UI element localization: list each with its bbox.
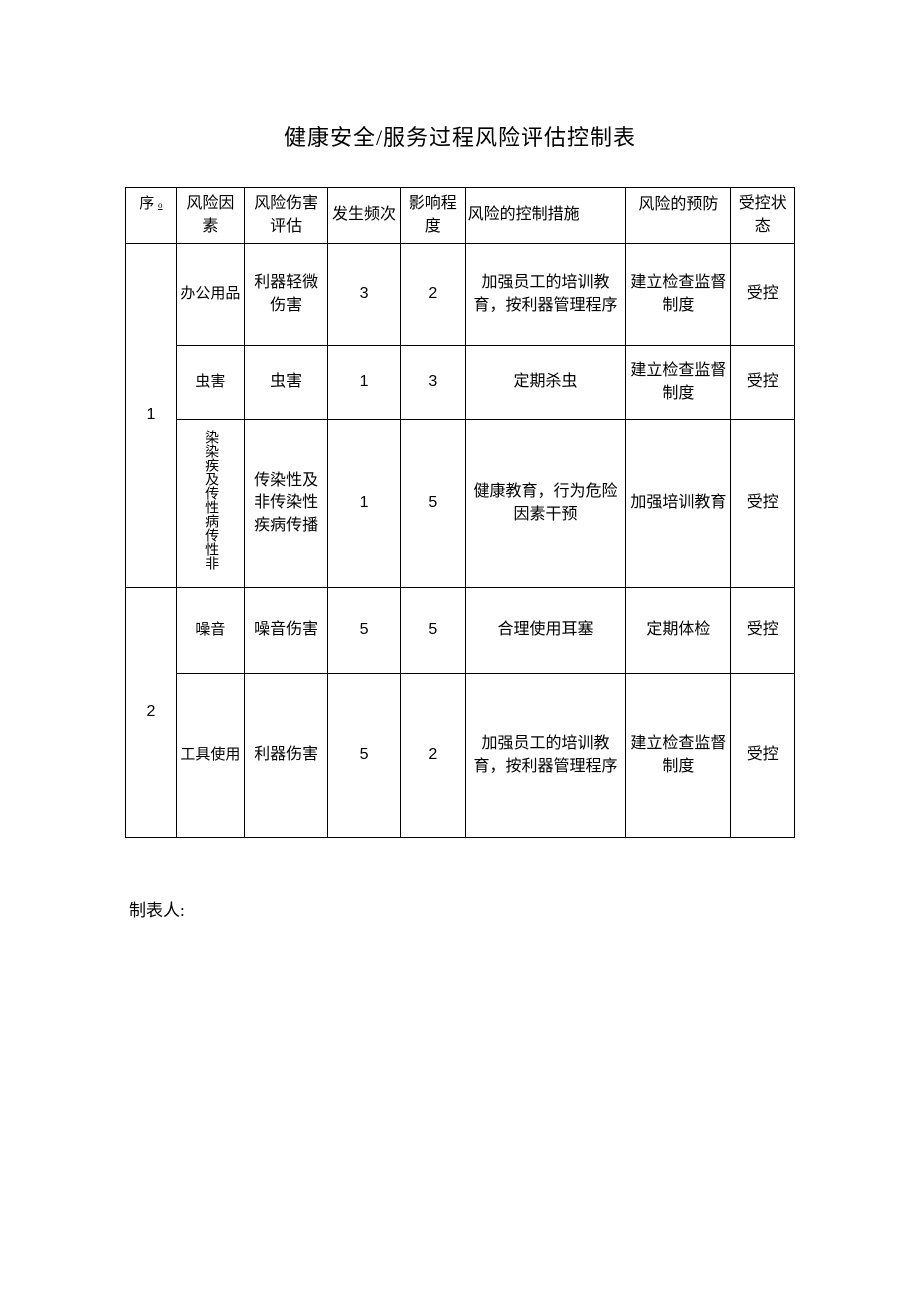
freq-cell: 5	[328, 588, 401, 674]
prevent-cell: 加强培训教育	[626, 420, 731, 588]
control-cell: 加强员工的培训教育，按利器管理程序	[465, 244, 626, 346]
seq-cell: 1	[126, 244, 177, 588]
table-row: 2 噪音 噪音伤害 5 5 合理使用耳塞 定期体检 受控	[126, 588, 795, 674]
control-cell: 加强员工的培训教育，按利器管理程序	[465, 674, 626, 838]
status-cell: 受控	[731, 588, 795, 674]
impact-cell: 3	[400, 346, 465, 420]
freq-cell: 3	[328, 244, 401, 346]
status-cell: 受控	[731, 346, 795, 420]
control-cell: 定期杀虫	[465, 346, 626, 420]
factor-cell: 噪音	[176, 588, 244, 674]
footer-author-label: 制表人:	[125, 896, 795, 921]
seq-cell: 2	[126, 588, 177, 838]
impact-cell: 5	[400, 588, 465, 674]
assess-cell: 利器伤害	[244, 674, 327, 838]
col-header-seq: 序 o	[126, 188, 177, 244]
status-cell: 受控	[731, 674, 795, 838]
control-cell: 健康教育，行为危险因素干预	[465, 420, 626, 588]
prevent-cell: 建立检查监督制度	[626, 674, 731, 838]
table-header-row: 序 o 风险因素 风险伤害评估 发生频次 影响程度 风险的控制措施 风险的预防 …	[126, 188, 795, 244]
freq-cell: 5	[328, 674, 401, 838]
prevent-cell: 建立检查监督制度	[626, 346, 731, 420]
factor-cell: 染染疾及传性病传性非	[176, 420, 244, 588]
freq-cell: 1	[328, 420, 401, 588]
factor-cell: 工具使用	[176, 674, 244, 838]
assess-cell: 利器轻微伤害	[244, 244, 327, 346]
control-cell: 合理使用耳塞	[465, 588, 626, 674]
col-header-status: 受控状态	[731, 188, 795, 244]
impact-cell: 2	[400, 244, 465, 346]
col-header-freq: 发生频次	[328, 188, 401, 244]
freq-cell: 1	[328, 346, 401, 420]
col-header-prevent: 风险的预防	[626, 188, 731, 244]
page-title: 健康安全/服务过程风险评估控制表	[125, 120, 795, 152]
factor-cell: 办公用品	[176, 244, 244, 346]
status-cell: 受控	[731, 244, 795, 346]
assess-cell: 传染性及非传染性疾病传播	[244, 420, 327, 588]
status-cell: 受控	[731, 420, 795, 588]
col-header-factor: 风险因素	[176, 188, 244, 244]
assess-cell: 虫害	[244, 346, 327, 420]
table-row: 1 办公用品 利器轻微伤害 3 2 加强员工的培训教育，按利器管理程序 建立检查…	[126, 244, 795, 346]
prevent-cell: 建立检查监督制度	[626, 244, 731, 346]
table-row: 工具使用 利器伤害 5 2 加强员工的培训教育，按利器管理程序 建立检查监督制度…	[126, 674, 795, 838]
table-row: 染染疾及传性病传性非 传染性及非传染性疾病传播 1 5 健康教育，行为危险因素干…	[126, 420, 795, 588]
factor-cell: 虫害	[176, 346, 244, 420]
impact-cell: 2	[400, 674, 465, 838]
assess-cell: 噪音伤害	[244, 588, 327, 674]
col-header-impact: 影响程度	[400, 188, 465, 244]
prevent-cell: 定期体检	[626, 588, 731, 674]
col-header-assess: 风险伤害评估	[244, 188, 327, 244]
col-header-control: 风险的控制措施	[465, 188, 626, 244]
impact-cell: 5	[400, 420, 465, 588]
risk-assessment-table: 序 o 风险因素 风险伤害评估 发生频次 影响程度 风险的控制措施 风险的预防 …	[125, 187, 795, 838]
table-row: 虫害 虫害 1 3 定期杀虫 建立检查监督制度 受控	[126, 346, 795, 420]
